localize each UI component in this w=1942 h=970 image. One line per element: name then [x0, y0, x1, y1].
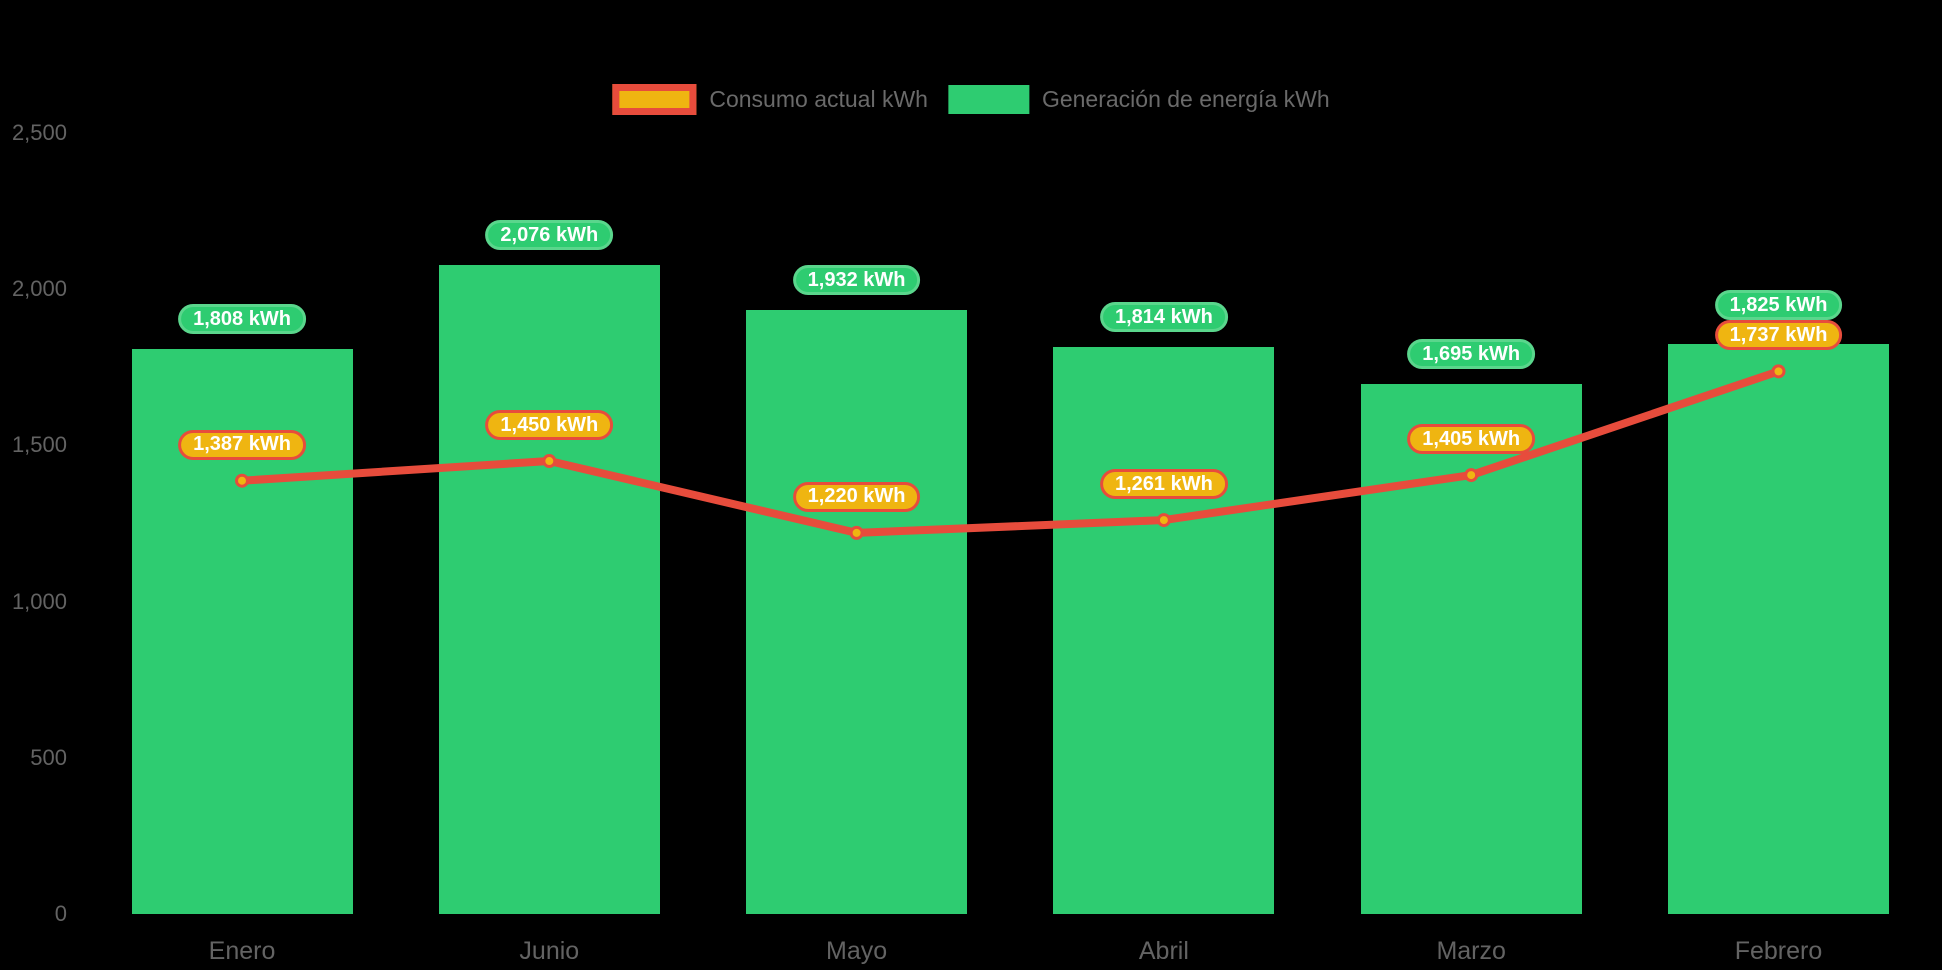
consumo-point-marzo[interactable]	[1464, 468, 1479, 483]
consumo-line	[238, 367, 1783, 537]
generacion-value-label-enero: 1,808 kWh	[178, 304, 306, 335]
consumo-point-mayo[interactable]	[849, 525, 864, 540]
y-axis-tick-2000: 2,000	[11, 276, 67, 302]
generacion-value-label-abril: 1,814 kWh	[1099, 302, 1228, 333]
x-axis-label-marzo: Marzo	[1436, 937, 1506, 965]
bar-mayo[interactable]	[746, 310, 968, 914]
y-axis-tick-1000: 1,000	[11, 588, 67, 614]
x-axis-label-enero: Enero	[208, 937, 276, 965]
generacion-legend-swatch-icon	[947, 85, 1029, 114]
chart-legend: Consumo actual kWh Generación de energía…	[612, 84, 1330, 115]
x-axis-label-mayo: Mayo	[826, 937, 888, 965]
consumo-point-enero[interactable]	[235, 473, 249, 488]
y-axis-tick-0: 0	[54, 901, 67, 926]
x-axis-label-junio: Junio	[519, 937, 580, 965]
bar-febrero[interactable]	[1668, 343, 1889, 914]
generacion-value-label-mayo: 1,932 kWh	[792, 265, 921, 296]
y-axis-tick-1500: 1,500	[11, 432, 67, 458]
generacion-value-label-febrero: 1,825 kWh	[1714, 290, 1843, 321]
consumo-value-label-febrero: 1,737 kWh	[1714, 320, 1843, 351]
consumo-value-label-marzo: 1,405 kWh	[1407, 424, 1536, 455]
consumo-point-abril[interactable]	[1156, 513, 1171, 528]
y-axis-tick-500: 500	[30, 744, 67, 770]
legend-label-generacion: Generación de energía kWh	[1041, 86, 1330, 112]
x-axis-label-febrero: Febrero	[1734, 937, 1823, 965]
consumo-legend-swatch-icon	[612, 84, 697, 115]
generacion-value-label-marzo: 1,695 kWh	[1407, 339, 1536, 370]
consumo-value-label-junio: 1,450 kWh	[485, 410, 614, 441]
consumo-value-label-enero: 1,387 kWh	[178, 429, 306, 460]
consumo-point-junio[interactable]	[542, 454, 557, 469]
x-axis-label-abril: Abril	[1138, 937, 1189, 965]
consumo-point-febrero[interactable]	[1771, 364, 1786, 379]
y-axis-tick-2500: 2,500	[11, 120, 67, 145]
legend-item-consumo-actual[interactable]: Consumo actual kWh	[612, 84, 928, 115]
bar-abril[interactable]	[1053, 347, 1275, 914]
legend-item-generacion[interactable]: Generación de energía kWh	[947, 85, 1330, 114]
generacion-value-label-junio: 2,076 kWh	[485, 220, 614, 251]
legend-label-consumo: Consumo actual kWh	[709, 86, 928, 112]
bar-junio[interactable]	[438, 265, 660, 914]
consumo-value-label-mayo: 1,220 kWh	[792, 481, 921, 512]
consumo-value-label-abril: 1,261 kWh	[1099, 469, 1228, 500]
